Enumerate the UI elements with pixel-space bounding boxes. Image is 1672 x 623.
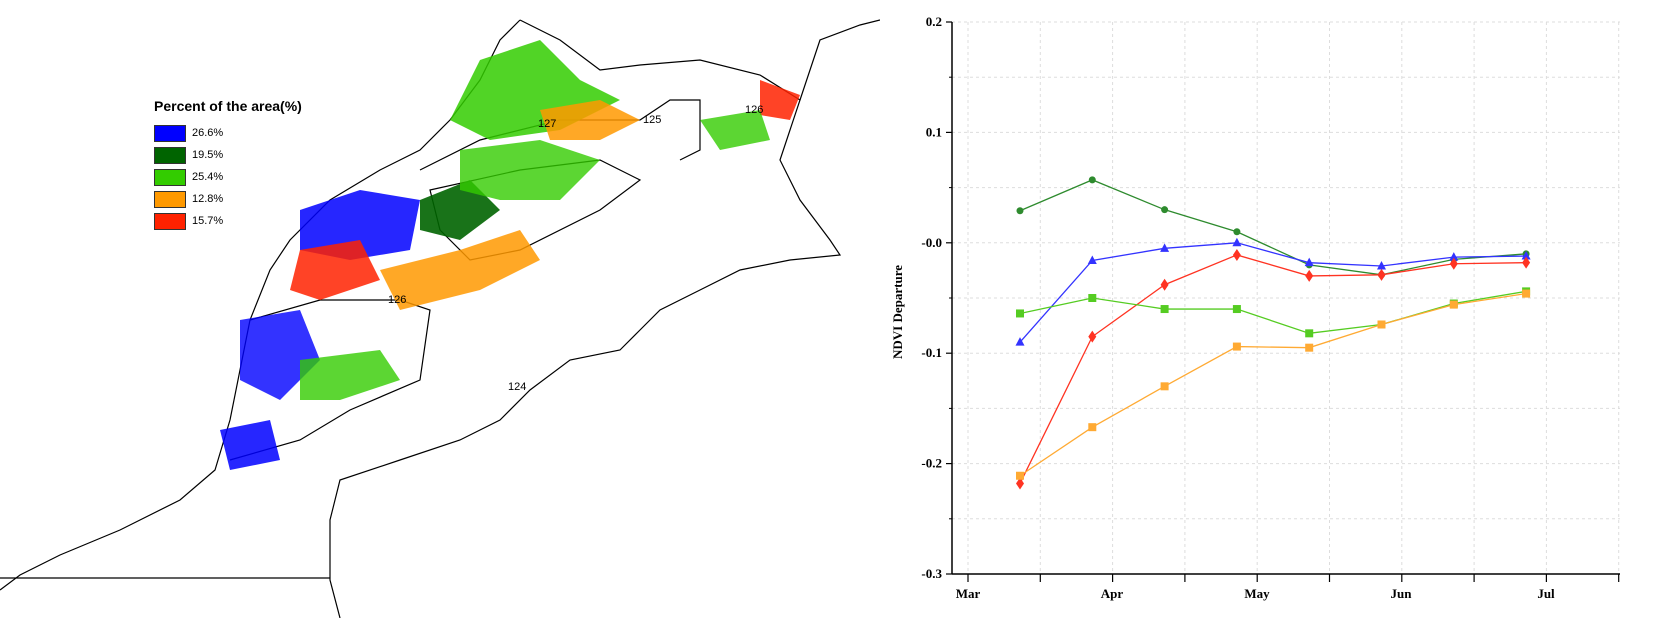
legend-item: 26.6% [154,122,302,144]
data-point [1016,207,1024,215]
legend-label: 19.5% [192,149,224,161]
y-axis-label: NDVI Departure [890,265,905,359]
data-point [1232,342,1241,351]
data-point [1305,329,1314,338]
country-outline [329,19,842,619]
x-tick-label: Jun [1391,586,1413,601]
chart-svg: NDVI Departure 0.2 0.1 -0.0 -0.1 -0.2 -0.3 Mar… [890,14,1620,601]
data-point [1521,251,1531,260]
data-point [1160,243,1170,252]
data-point [1232,305,1241,314]
green-patch-central [460,140,600,200]
map-svg [0,19,881,619]
x-tick-label: Mar [956,586,981,601]
region-label: 126 [745,104,764,116]
x-tick-label: May [1244,586,1270,601]
red-patch-west [290,240,380,300]
orange-patch-north [540,100,640,140]
eastern-coast [799,19,881,101]
data-point [1088,294,1097,302]
y-tick-label: -0.2 [921,456,942,471]
data-point [1522,289,1531,298]
data-point [1305,269,1314,282]
legend-swatch [154,190,186,208]
legend-label: 12.8% [192,193,224,205]
data-point [1160,278,1169,291]
region-label: 126 [388,294,407,306]
data-point [1449,300,1458,309]
data-point [1016,471,1024,480]
blue-patch-southwest [220,420,280,470]
data-point [1522,256,1531,269]
legend-item: 12.8% [154,188,302,210]
data-point [1377,320,1386,329]
orange-patch-central [380,230,540,310]
legend-swatch [154,212,186,230]
series-line [1019,290,1527,334]
legend-swatch [154,168,186,186]
map-legend: Percent of the area(%) 26.6% 19.5% 25.4%… [154,98,302,232]
region-label: 125 [643,114,662,126]
x-tick-label: Jul [1537,586,1555,601]
map-vegetation-patches [220,40,800,470]
data-point [1160,305,1169,314]
data-point [1015,337,1025,346]
data-point [1088,330,1097,343]
series-line [1019,292,1527,477]
y-tick-label: -0.3 [921,566,942,581]
green-patch-northeast [700,110,770,150]
data-point [1016,477,1024,490]
ndvi-cluster-map: Percent of the area(%) 26.6% 19.5% 25.4%… [0,19,881,619]
data-point [1088,176,1096,184]
data-point [1233,228,1241,236]
x-tick-label: Apr [1101,586,1124,601]
data-point [1449,252,1459,261]
region-label: 124 [508,381,527,393]
data-point [1232,237,1242,247]
region-label: 127 [538,118,557,130]
ndvi-departure-chart: NDVI Departure 0.2 0.1 -0.0 -0.1 -0.2 -0.3 Mar… [880,0,1672,618]
legend-item: 19.5% [154,144,302,166]
y-tick-label: 0.1 [926,124,942,139]
series-line [1019,242,1527,343]
data-point [1160,382,1169,391]
legend-label: 15.7% [192,215,224,227]
data-point [1088,423,1097,432]
blue-patch-west [300,190,420,260]
series-line [1019,179,1527,276]
data-point [1161,206,1169,214]
red-patch-northeast [760,80,800,120]
region-boundary-3 [229,299,431,461]
data-point [1377,268,1386,281]
legend-label: 26.6% [192,127,224,139]
y-tick-label: 0.2 [926,14,942,29]
data-point [1377,260,1386,270]
green-patch-south [300,350,400,400]
legend-swatch [154,146,186,164]
data-point [1087,255,1097,264]
legend-item: 15.7% [154,210,302,232]
data-point [1304,257,1314,267]
legend-title: Percent of the area(%) [154,98,302,114]
legend-label: 25.4% [192,171,224,183]
y-tick-label: -0.0 [921,235,942,250]
series-line [1019,254,1527,484]
data-point [1449,257,1458,270]
legend-item: 25.4% [154,166,302,188]
data-point [1232,248,1241,261]
y-tick-label: -0.1 [921,345,942,360]
data-point [1016,309,1024,318]
data-point [1305,343,1314,352]
legend-swatch [154,124,186,142]
